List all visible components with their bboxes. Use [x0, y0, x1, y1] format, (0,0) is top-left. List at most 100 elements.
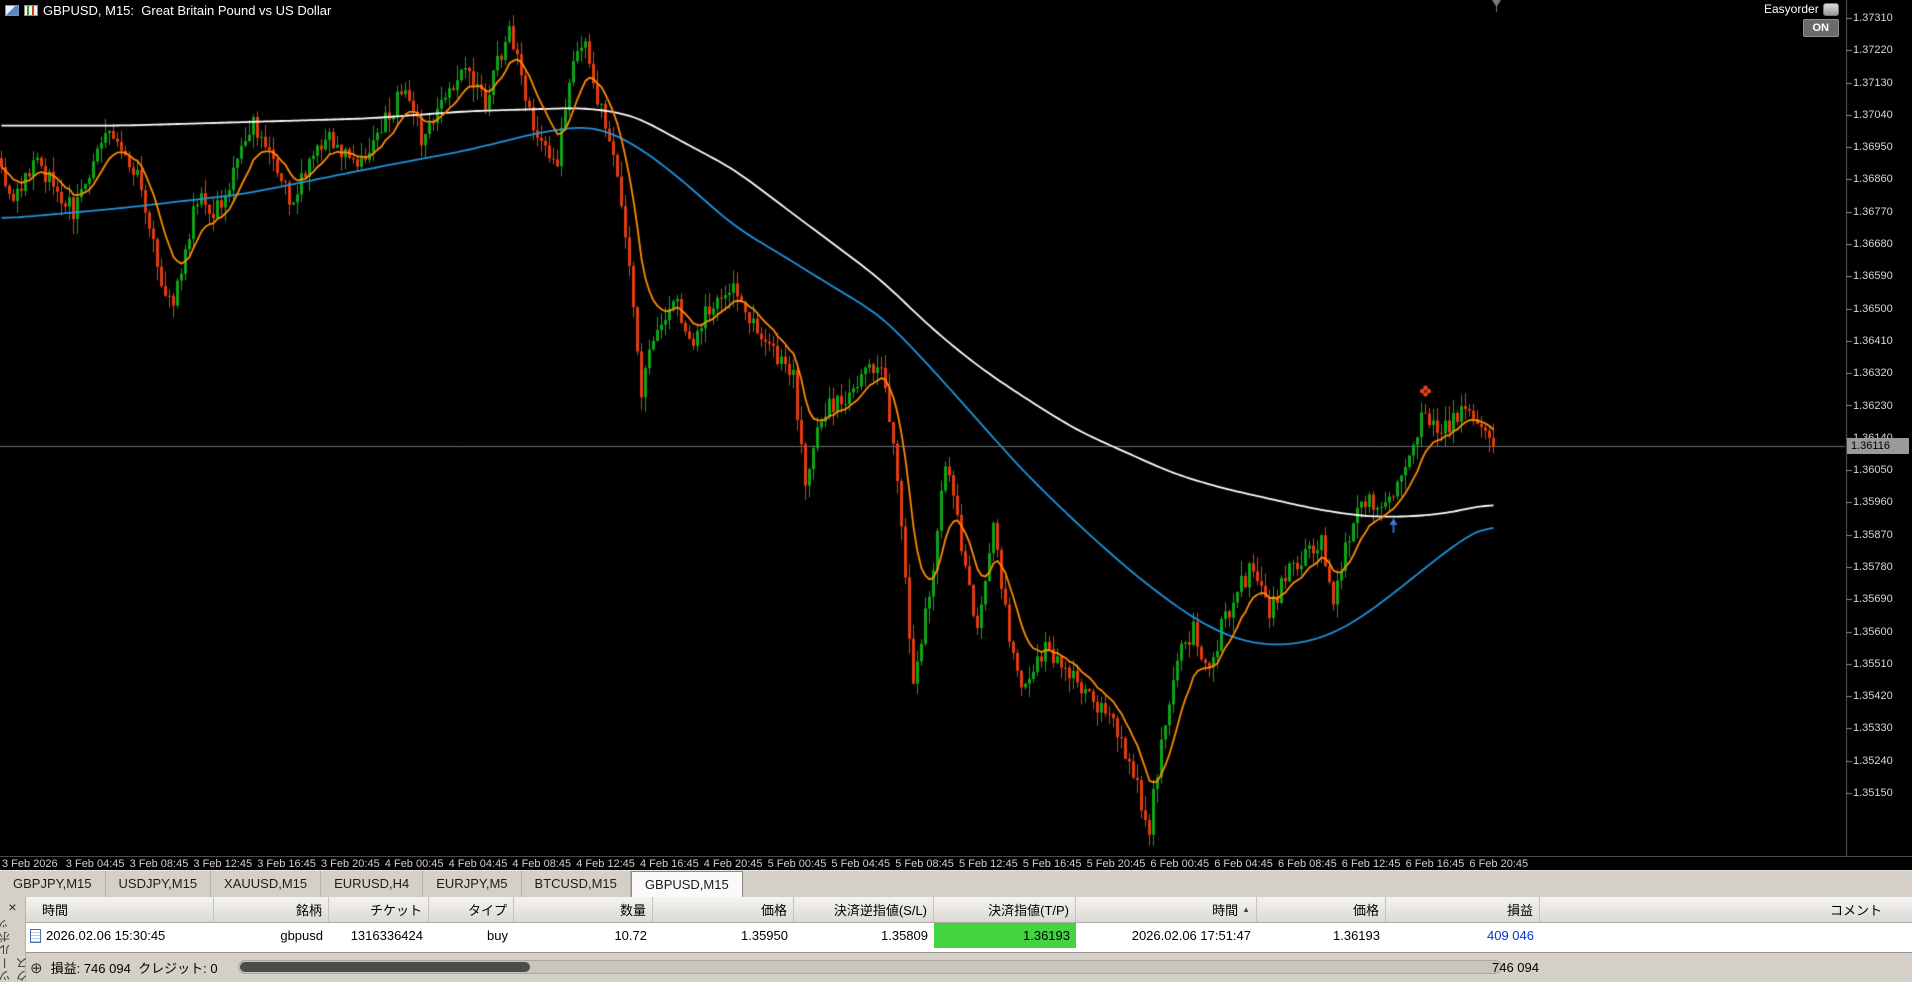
column-header-time-open[interactable]: 時間: [26, 897, 214, 922]
expand-profit-icon[interactable]: ⊕: [30, 959, 43, 977]
trade-row[interactable]: 2026.02.06 15:30:45 gbpusd 1316336424 buy 10…: [26, 923, 1912, 948]
time-axis-label: 4 Feb 16:45: [640, 858, 699, 870]
column-header-tp[interactable]: 決済指値(T/P): [934, 897, 1076, 922]
candlestick-chart[interactable]: [0, 0, 1912, 856]
price-axis-label: 1.36230: [1853, 399, 1893, 412]
account-summary: 損益: 746 094 クレジット: 0: [51, 958, 218, 977]
scrollbar-thumb[interactable]: [240, 962, 530, 972]
terminal-filler: [26, 948, 1912, 952]
horizontal-scrollbar[interactable]: [238, 960, 1502, 974]
price-axis-label: 1.35240: [1853, 754, 1893, 767]
row-cell-comment: [1540, 923, 1912, 948]
profit-value: 746 094: [83, 961, 131, 976]
profit-label: 損益:: [50, 961, 81, 976]
column-header-ticket[interactable]: チケット: [329, 897, 429, 922]
sort-ascending-icon: ▲: [1242, 905, 1250, 914]
close-toolbox-button[interactable]: ×: [8, 899, 17, 915]
column-header-volume[interactable]: 数量: [514, 897, 653, 922]
row-cell-symbol: gbpusd: [280, 928, 323, 943]
time-axis-label: 3 Feb 08:45: [129, 858, 189, 870]
tab-xauusd-m15[interactable]: XAUUSD,M15: [211, 871, 322, 897]
time-axis: 3 Feb 2026 3 Feb 04:45 3 Feb 08:45 3 Feb 12…: [0, 856, 1912, 870]
time-axis-label: 5 Feb 04:45: [831, 858, 891, 870]
row-cell-volume: 10.72: [614, 928, 647, 943]
time-axis-label: 5 Feb 12:45: [959, 858, 1018, 870]
tab-gbpusd-m15[interactable]: GBPUSD,M15: [630, 871, 743, 897]
row-cell-tp: 1.36193: [934, 923, 1076, 948]
price-axis-label: 1.36320: [1853, 367, 1893, 380]
time-axis-label: 3 Feb 20:45: [321, 858, 380, 870]
time-axis-label: 5 Feb 20:45: [1086, 858, 1146, 870]
tab-gbpjpy-m15[interactable]: GBPJPY,M15: [0, 871, 106, 897]
price-axis-label: 1.37220: [1853, 44, 1893, 57]
chart-icon: [24, 5, 38, 16]
price-axis-label: 1.35510: [1853, 657, 1893, 670]
current-price-tag: 1.36116: [1847, 438, 1909, 455]
time-axis-label: 4 Feb 12:45: [576, 858, 635, 870]
credit-value: 0: [210, 961, 218, 976]
easyorder-on-button[interactable]: ON: [1802, 19, 1839, 37]
order-doc-icon: [30, 928, 41, 943]
chart-title-overlay: GBPUSD, M15: Great Britain Pound vs US D…: [5, 3, 331, 18]
column-header-profit[interactable]: 損益: [1386, 897, 1540, 922]
row-cell-type: buy: [487, 928, 508, 943]
price-axis-label: 1.36410: [1853, 334, 1893, 347]
row-cell-price-open: 1.35950: [741, 928, 788, 943]
time-axis-label: 6 Feb 12:45: [1341, 858, 1401, 870]
tab-usdjpy-m15[interactable]: USDJPY,M15: [106, 871, 212, 897]
price-axis-label: 1.35960: [1853, 496, 1893, 509]
price-axis-label: 1.35420: [1853, 690, 1893, 703]
time-axis-label: 4 Feb 04:45: [448, 858, 508, 870]
column-header-price-open[interactable]: 価格: [653, 897, 794, 922]
terminal-main: 時間 銘柄 チケット タイプ 数量 価格 決済逆指値(S/L) 決済指値(T/P) 時間 ▲ 価格損…: [26, 897, 1912, 982]
column-header-sl[interactable]: 決済逆指値(S/L): [794, 897, 934, 922]
price-axis-label: 1.36590: [1853, 270, 1893, 283]
time-axis-label: 3 Feb 16:45: [257, 858, 316, 870]
time-axis-label: 6 Feb 20:45: [1469, 858, 1529, 870]
time-axis-label: 3 Feb 04:45: [65, 858, 125, 870]
price-axis-label: 1.37040: [1853, 108, 1893, 121]
tab-btcusd-m15[interactable]: BTCUSD,M15: [522, 871, 631, 897]
time-axis-label: 4 Feb 08:45: [512, 858, 572, 870]
price-axis-label: 1.36680: [1853, 238, 1893, 251]
tab-eurusd-h4[interactable]: EURUSD,H4: [321, 871, 424, 897]
column-header-price-close[interactable]: 価格: [1257, 897, 1386, 922]
time-axis-label: 5 Feb 00:45: [767, 858, 827, 870]
row-cell-price-close: 1.36193: [1333, 928, 1380, 943]
easyorder-icon: [1822, 2, 1839, 16]
price-axis-label: 1.37130: [1853, 76, 1893, 89]
easyorder-label: Easyorder: [1764, 2, 1819, 16]
toolbox-strip: × ツールボックス: [0, 897, 29, 982]
price-axis-label: 1.35780: [1853, 560, 1893, 573]
row-cell-time-open: 2026.02.06 15:30:45: [26, 923, 214, 948]
column-header-time-close[interactable]: 時間 ▲: [1076, 897, 1257, 922]
time-axis-label: 6 Feb 16:45: [1405, 858, 1465, 870]
total-profit: 746 094: [1492, 960, 1539, 975]
row-cell-profit: 409 046: [1487, 928, 1534, 943]
time-axis-label: 6 Feb 04:45: [1214, 858, 1273, 870]
price-axis-label: 1.35600: [1853, 625, 1893, 638]
price-axis-label: 1.36860: [1853, 173, 1893, 186]
column-header-type[interactable]: タイプ: [429, 897, 514, 922]
credit-label: クレジット:: [138, 961, 207, 976]
price-axis-label: 1.37310: [1853, 12, 1893, 24]
column-header-symbol[interactable]: 銘柄: [214, 897, 329, 922]
price-axis-label: 1.35150: [1853, 787, 1893, 799]
time-axis-label: 5 Feb 08:45: [895, 858, 954, 870]
terminal-header-row: 時間 銘柄 チケット タイプ 数量 価格 決済逆指値(S/L) 決済指値(T/P) 時間 ▲ 価格損…: [26, 897, 1912, 923]
tab-eurjpy-m5[interactable]: EURJPY,M5: [423, 871, 522, 897]
easyorder-panel: Easyorder ON: [1764, 2, 1839, 37]
column-header-comment[interactable]: コメント: [1829, 903, 1882, 918]
price-axis-label: 1.36770: [1853, 205, 1893, 218]
row-cell-sl: 1.35809: [881, 928, 928, 943]
time-axis-label: 3 Feb 12:45: [193, 858, 253, 870]
window-icon: [5, 5, 19, 16]
price-axis-label: 1.35870: [1853, 528, 1893, 541]
time-axis-label: 5 Feb 16:45: [1022, 858, 1082, 870]
row-cell-ticket: 1316336424: [350, 928, 423, 943]
time-axis-label: 6 Feb 08:45: [1278, 858, 1337, 870]
terminal-panel: × ツールボックス 時間 銘柄 チケット タイプ 数量 価格 決済逆指値(S/L) 決済指値(…: [0, 897, 1912, 982]
price-axis-label: 1.35690: [1853, 593, 1893, 606]
time-axis-label: 4 Feb 20:45: [703, 858, 763, 870]
